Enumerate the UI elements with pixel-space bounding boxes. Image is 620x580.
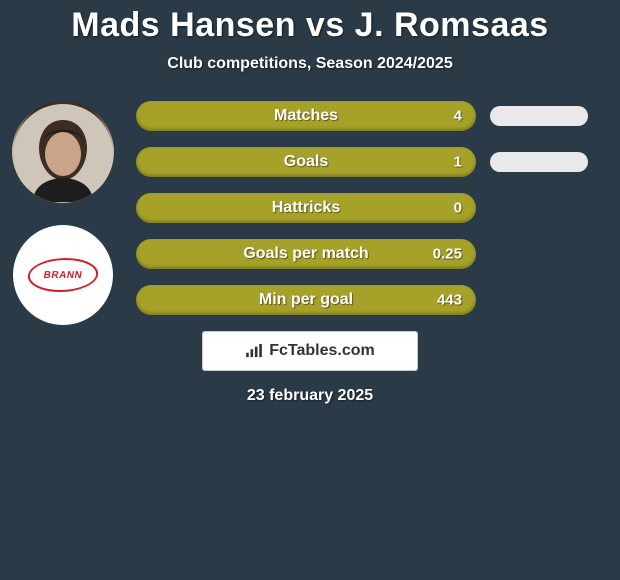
stat-bar-left: Hattricks 0 <box>136 193 476 223</box>
date-text: 23 february 2025 <box>0 387 620 405</box>
stat-row-hattricks: Hattricks 0 <box>136 193 476 223</box>
stat-label: Goals per match <box>243 245 368 263</box>
club-badge-label: BRANN <box>25 258 101 292</box>
stat-value-left: 0 <box>454 200 462 217</box>
page-title: Mads Hansen vs J. Romsaas <box>0 0 620 45</box>
stat-pill-right <box>490 106 588 126</box>
stat-bar-left: Goals 1 <box>136 147 476 177</box>
club-badge: BRANN <box>13 225 113 325</box>
stat-row-min-per-goal: Min per goal 443 <box>136 285 476 315</box>
player-avatar <box>12 101 114 203</box>
stat-label: Min per goal <box>259 291 353 309</box>
content-area: BRANN Matches 4 Goals 1 Hattricks 0 <box>0 101 620 315</box>
stats-bars: Matches 4 Goals 1 Hattricks 0 Goals per … <box>136 101 476 315</box>
subtitle: Club competitions, Season 2024/2025 <box>0 55 620 73</box>
stat-value-left: 443 <box>437 292 462 309</box>
avatar-silhouette-icon <box>13 102 113 202</box>
stat-bar-left: Goals per match 0.25 <box>136 239 476 269</box>
stat-value-left: 4 <box>454 108 462 125</box>
stat-label: Goals <box>284 153 328 171</box>
stat-bar-left: Min per goal 443 <box>136 285 476 315</box>
stat-label: Matches <box>274 107 338 125</box>
brand-badge[interactable]: FcTables.com <box>202 331 418 371</box>
stat-value-left: 1 <box>454 154 462 171</box>
stat-pill-right <box>490 152 588 172</box>
stat-label: Hattricks <box>272 199 340 217</box>
stat-bar-left: Matches 4 <box>136 101 476 131</box>
stat-value-left: 0.25 <box>433 246 462 263</box>
stat-row-goals: Goals 1 <box>136 147 476 177</box>
bar-chart-icon <box>245 344 263 358</box>
brand-text: FcTables.com <box>269 342 375 360</box>
avatar-placeholder <box>12 101 114 203</box>
stat-row-goals-per-match: Goals per match 0.25 <box>136 239 476 269</box>
left-column: BRANN <box>8 101 118 325</box>
stat-row-matches: Matches 4 <box>136 101 476 131</box>
